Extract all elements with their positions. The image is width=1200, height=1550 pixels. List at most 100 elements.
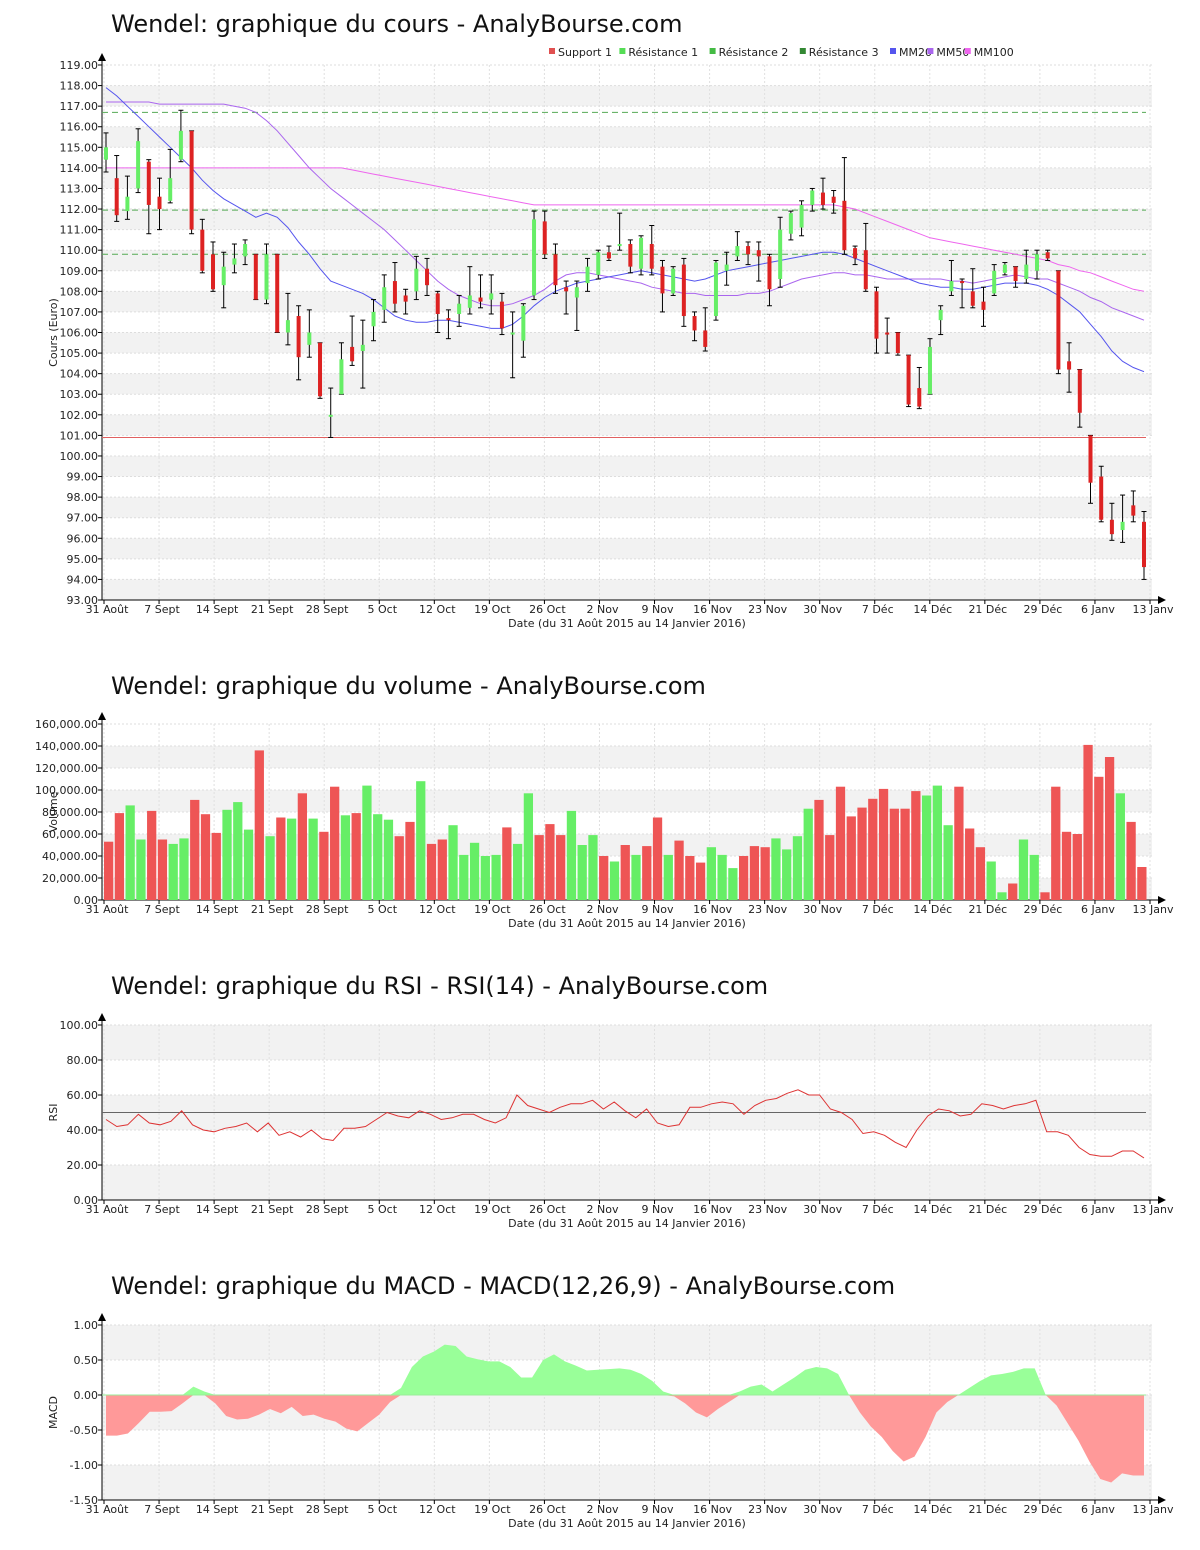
x-tick-label: 13 Janv (1133, 1203, 1174, 1216)
candle-body (189, 130, 194, 230)
x-tick-label: 28 Sept (306, 603, 349, 616)
candle-body (970, 291, 975, 306)
candle-body (1077, 369, 1082, 413)
candle-body (253, 254, 258, 300)
legend-swatch (799, 48, 806, 54)
y-axis-label: Cours (Euro) (47, 298, 60, 367)
candle-body (831, 196, 836, 203)
x-tick-label: 12 Oct (419, 903, 456, 916)
candle-body (136, 141, 141, 189)
candle-body (574, 287, 579, 298)
volume-bar (459, 854, 469, 900)
y-tick-label: 109.00 (60, 265, 99, 278)
legend-label: Résistance 3 (809, 46, 879, 59)
y-tick-label: 93.00 (67, 594, 99, 607)
x-tick-label: 23 Nov (748, 1503, 787, 1516)
chart-title: Wendel: graphique du RSI - RSI(14) - Ana… (111, 972, 769, 1000)
grid-band (102, 250, 1152, 271)
y-tick-label: 94.00 (67, 573, 99, 586)
x-tick-label: 28 Sept (306, 1503, 349, 1516)
volume-bar (599, 856, 609, 900)
volume-bar (373, 814, 383, 900)
volume-bar (469, 842, 480, 900)
legend-swatch (549, 48, 555, 54)
y-tick-label: 117.00 (60, 100, 99, 113)
volume-bar (943, 825, 953, 900)
mm20-line (105, 87, 1145, 373)
candle-body (264, 254, 269, 300)
y-tick-label: 0.00 (74, 1389, 99, 1402)
volume-bar (448, 825, 458, 900)
x-tick-label: 21 Sept (251, 903, 294, 916)
volume-bar (695, 862, 706, 900)
x-tick-label: 16 Nov (693, 1203, 732, 1216)
volume-bar (782, 849, 792, 900)
volume-bar (803, 808, 813, 900)
chart-title: Wendel: graphique du volume - AnalyBours… (111, 672, 706, 700)
candle-body (211, 254, 216, 290)
volume-bar (383, 819, 394, 900)
volume-bar (286, 818, 297, 900)
candle-body (307, 332, 312, 345)
candle-body (104, 147, 108, 160)
legend-swatch (964, 48, 971, 54)
candle-body (810, 190, 815, 205)
x-tick-label: 28 Sept (306, 903, 349, 916)
volume-bar (975, 847, 986, 900)
y-tick-label: -0.50 (70, 1424, 98, 1437)
candle-body (360, 344, 365, 352)
x-tick-label: 14 Sept (196, 1203, 239, 1216)
x-tick-label: 26 Oct (529, 1503, 566, 1516)
candle-body (1056, 270, 1061, 370)
candle-body (435, 293, 440, 314)
x-tick-label: 19 Oct (474, 1503, 511, 1516)
y-tick-label: 1.00 (74, 1319, 99, 1332)
volume-bar (609, 861, 620, 900)
volume-bar (566, 810, 577, 900)
volume-bar (254, 750, 264, 900)
x-tick-label: 9 Nov (642, 1503, 674, 1516)
candle-body (1088, 435, 1093, 483)
y-tick-label: 160,000.00 (35, 718, 98, 731)
volume-bar (491, 854, 501, 900)
candle-body (938, 309, 943, 321)
volume-bar (685, 856, 695, 900)
candle-body (874, 291, 879, 339)
volume-bar (868, 798, 878, 900)
candle-body (660, 266, 665, 294)
x-tick-label: 2 Nov (586, 603, 618, 616)
price-chart: 93.00 94.00 95.00 96.00 97.00 98.00 99.00 100.0… (47, 46, 1174, 630)
candle-body (339, 359, 344, 395)
x-axis-label: Date (du 31 Août 2015 au 14 Janvier 2016… (508, 617, 746, 630)
volume-bar (728, 868, 738, 900)
x-tick-label: 30 Nov (803, 1503, 842, 1516)
volume-bar (147, 810, 157, 900)
grid-band (102, 1325, 1152, 1360)
y-tick-label: 112.00 (60, 203, 99, 216)
candle-body (713, 262, 718, 317)
volume-bar (674, 840, 684, 900)
mm50-line (106, 101, 1145, 321)
y-tick-label: 0.00 (74, 894, 99, 907)
x-axis-arrow (1158, 1196, 1166, 1204)
legend-swatch (890, 48, 896, 54)
candle-body (681, 264, 686, 317)
chart-title: Wendel: graphique du MACD - MACD(12,26,9… (111, 1272, 896, 1300)
candle-body (735, 246, 740, 257)
legend-swatch (709, 48, 716, 54)
candle-body (350, 346, 355, 362)
x-tick-label: 21 Sept (251, 1203, 294, 1216)
volume-bar (190, 799, 200, 900)
x-tick-label: 2 Nov (586, 903, 618, 916)
legend-swatch (619, 48, 626, 54)
x-tick-label: 14 Sept (196, 1503, 239, 1516)
macd-negative-area (106, 1395, 1144, 1483)
x-tick-label: 13 Janv (1133, 603, 1174, 616)
volume-bar (577, 845, 587, 900)
volume-bar (620, 845, 630, 900)
volume-bar (1008, 883, 1018, 900)
candle-body (703, 330, 708, 347)
price-chart-panel: Wendel: graphique du cours - AnalyBourse… (0, 0, 1200, 640)
volume-bar (642, 846, 652, 900)
candle-body (949, 281, 954, 292)
